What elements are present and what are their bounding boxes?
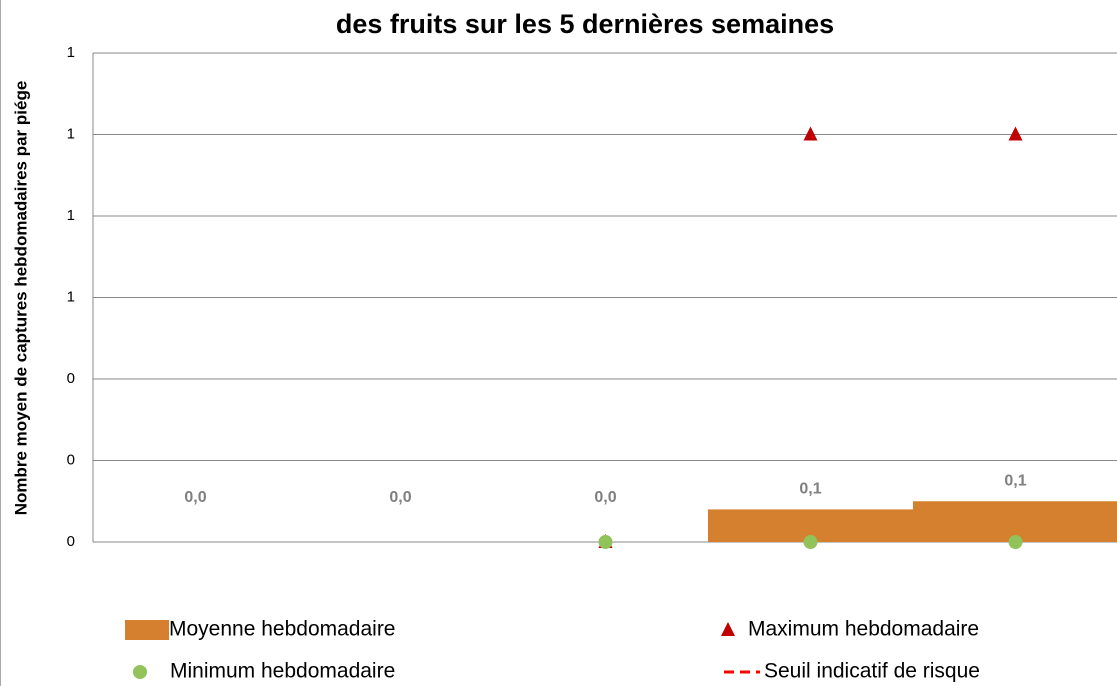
data-label: 0,1 xyxy=(1004,472,1026,489)
legend-label: Minimum hebdomadaire xyxy=(170,660,395,683)
data-label: 0,0 xyxy=(389,489,411,506)
y-tick-label: 0 xyxy=(67,533,75,550)
y-tick-label: 1 xyxy=(67,288,75,305)
min-marker xyxy=(803,535,818,549)
y-tick-label: 0 xyxy=(67,370,75,387)
y-tick-label: 0 xyxy=(67,451,75,468)
max-marker xyxy=(1008,126,1023,141)
y-axis-label: Nombre moyen de captures hebdomadaires p… xyxy=(11,81,30,516)
legend-label: Seuil indicatif de risque xyxy=(764,660,980,683)
data-label: 0,0 xyxy=(184,489,206,506)
chart-title: des fruits sur les 5 dernières semaines xyxy=(336,9,834,39)
legend-swatch xyxy=(125,620,169,640)
max-marker xyxy=(803,126,818,141)
legend-label: Moyenne hebdomadaire xyxy=(169,618,396,641)
y-tick-label: 1 xyxy=(67,207,75,224)
y-tick-label: 1 xyxy=(67,44,75,61)
data-label: 0,0 xyxy=(594,489,616,506)
legend-swatch xyxy=(721,622,735,636)
legend-label: Maximum hebdomadaire xyxy=(748,618,979,641)
min-marker xyxy=(598,535,613,549)
min-marker xyxy=(1008,535,1023,549)
y-tick-label: 1 xyxy=(67,125,75,142)
legend-swatch xyxy=(133,665,147,679)
data-label: 0,1 xyxy=(799,481,821,498)
